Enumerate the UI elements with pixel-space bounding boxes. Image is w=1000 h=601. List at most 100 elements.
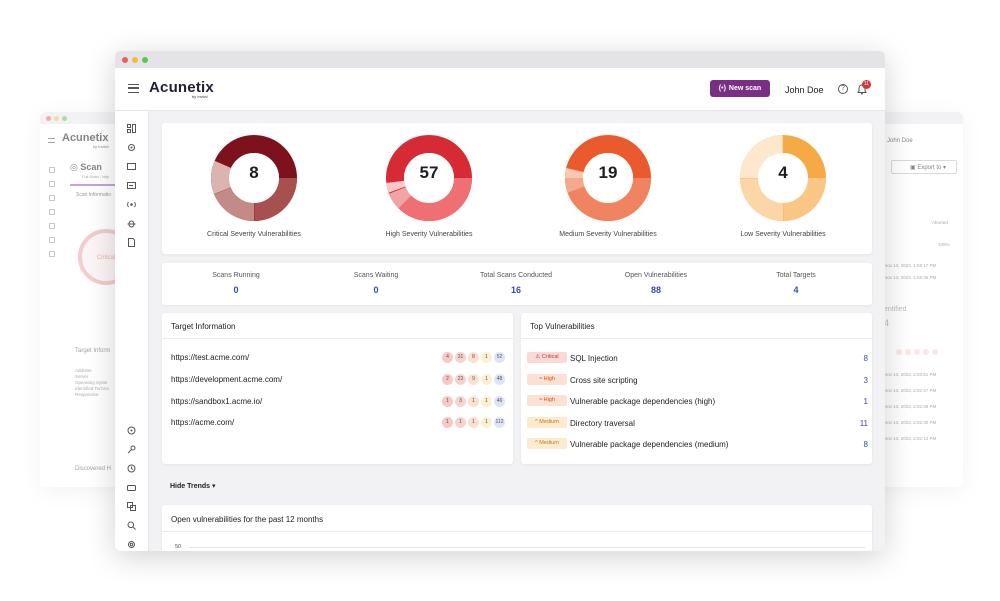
menu-icon bbox=[48, 138, 55, 143]
target-row[interactable]: https://test.acme.com/ 4 31 8 1 52 bbox=[171, 350, 505, 366]
scan-subtitle: Full Scan - http bbox=[82, 174, 109, 179]
user-name: John Doe bbox=[887, 138, 913, 144]
high-pill: 3 bbox=[455, 396, 466, 407]
vulnerability-count[interactable]: 8 bbox=[863, 354, 868, 363]
vulnerabilities-icon[interactable] bbox=[127, 219, 136, 228]
history-icon[interactable] bbox=[127, 464, 136, 473]
severity-badge: ≈ High bbox=[527, 395, 567, 406]
severity-counts: 4 31 8 1 52 bbox=[442, 352, 505, 363]
stat-open-vulnerabilities[interactable]: Open Vulnerabilities 88 bbox=[624, 272, 688, 295]
window-titlebar bbox=[115, 51, 885, 68]
stat-total-scans[interactable]: Total Scans Conducted 16 bbox=[480, 272, 552, 295]
date-text: Nov 13, 2023, 2:02:30 PM bbox=[884, 420, 937, 425]
chart-gridline bbox=[190, 547, 865, 548]
low-donut[interactable]: 4 Low Severity Vulnerabilities bbox=[739, 134, 827, 238]
vulnerability-count[interactable]: 11 bbox=[859, 419, 868, 428]
severity-badge: ^ Medium bbox=[527, 438, 567, 449]
top-navigation-bar: Acunetix by Invicti (•) New scan John Do… bbox=[115, 68, 885, 111]
medium-donut-chart bbox=[565, 135, 651, 221]
vulnerability-row[interactable]: ^ Medium Vulnerable package dependencies… bbox=[527, 437, 868, 453]
info-pill: 46 bbox=[494, 396, 505, 407]
medium-pill: 8 bbox=[468, 352, 479, 363]
menu-icon[interactable] bbox=[128, 84, 139, 93]
reports-icon[interactable] bbox=[127, 238, 136, 247]
target-url[interactable]: https://development.acme.com/ bbox=[171, 375, 283, 384]
date-text: Nov 13, 2023, 1:58:36 PM bbox=[884, 275, 937, 280]
low-donut-chart bbox=[740, 135, 826, 221]
date-text: Nov 13, 2023, 2:03:51 PM bbox=[884, 372, 937, 377]
stat-scans-waiting[interactable]: Scans Waiting 0 bbox=[353, 272, 399, 295]
integrations-icon[interactable] bbox=[127, 483, 136, 492]
target-url[interactable]: https://acme.com/ bbox=[171, 418, 235, 427]
medium-pill: 9 bbox=[468, 374, 479, 385]
vulnerability-name[interactable]: SQL Injection bbox=[570, 354, 618, 363]
severity-badge: ⚠ Critical bbox=[527, 352, 567, 363]
user-menu[interactable]: John Doe bbox=[785, 85, 824, 95]
info-pill: 48 bbox=[494, 374, 505, 385]
dashboard-icon[interactable] bbox=[127, 124, 136, 133]
new-scan-button[interactable]: (•) New scan bbox=[710, 80, 770, 97]
medium-donut[interactable]: 19 Medium Severity Vulnerabilities bbox=[559, 134, 657, 238]
vulnerability-name[interactable]: Cross site scripting bbox=[570, 376, 638, 385]
severity-counts: 2 23 9 1 48 bbox=[442, 374, 505, 385]
severity-dots bbox=[896, 349, 938, 355]
info-pill: 52 bbox=[494, 352, 505, 363]
vulnerability-count[interactable]: 1 bbox=[863, 397, 868, 406]
low-pill: 1 bbox=[481, 374, 492, 385]
hide-trends-toggle[interactable]: Hide Trends ▾ bbox=[170, 483, 216, 490]
config-icon[interactable] bbox=[127, 540, 136, 549]
vulnerability-name[interactable]: Vulnerable package dependencies (high) bbox=[570, 397, 716, 406]
y-axis-tick: 50 bbox=[175, 544, 182, 550]
vulnerability-row[interactable]: ≈ High Vulnerable package dependencies (… bbox=[527, 394, 868, 410]
vulnerability-count[interactable]: 8 bbox=[863, 440, 868, 449]
vulnerability-row[interactable]: ⚠ Critical SQL Injection 8 bbox=[527, 351, 868, 367]
high-donut[interactable]: 57 High Severity Vulnerabilities bbox=[385, 134, 473, 238]
critical-donut-chart bbox=[211, 135, 297, 221]
key-icon[interactable] bbox=[127, 445, 136, 454]
scanning-icon[interactable] bbox=[127, 200, 136, 209]
discovery-icon[interactable] bbox=[127, 143, 136, 152]
stat-total-targets[interactable]: Total Targets 4 bbox=[776, 272, 816, 295]
close-window-icon[interactable] bbox=[122, 56, 128, 63]
target-info-rows: Address Server Operating Syste Identified T… bbox=[75, 368, 109, 397]
high-pill: 23 bbox=[455, 374, 466, 385]
scan-stats-card: Scans Running 0 Scans Waiting 0 Total Scan… bbox=[162, 263, 872, 305]
logo[interactable]: Acunetix bbox=[149, 79, 214, 96]
vulnerability-count[interactable]: 3 bbox=[863, 376, 868, 385]
search-icon[interactable] bbox=[127, 521, 136, 530]
medium-count: 19 bbox=[598, 163, 618, 182]
sidebar bbox=[46, 167, 58, 265]
maximize-window-icon[interactable] bbox=[142, 56, 148, 63]
tab-scan-information: Scan Informatio bbox=[76, 192, 112, 198]
date-text: Nov 13, 2023, 1:58:17 PM bbox=[884, 263, 937, 268]
target-row[interactable]: https://acme.com/ 1 1 1 1 112 bbox=[171, 415, 505, 431]
scans-icon[interactable] bbox=[127, 181, 136, 190]
card-title: Top Vulnerabilities bbox=[521, 313, 872, 339]
minimize-window-icon[interactable] bbox=[132, 56, 138, 63]
target-row[interactable]: https://sandbox1.acme.io/ 1 3 1 1 46 bbox=[171, 394, 505, 410]
vulnerability-row[interactable]: ≈ High Cross site scripting 3 bbox=[527, 373, 868, 389]
vulnerability-row[interactable]: ^ Medium Directory traversal 11 bbox=[527, 416, 868, 432]
stat-scans-running[interactable]: Scans Running 0 bbox=[212, 272, 260, 295]
help-icon[interactable]: ? bbox=[838, 84, 848, 94]
targets-icon[interactable] bbox=[127, 162, 136, 171]
scan-icon: (•) bbox=[718, 85, 726, 92]
discovered-heading: Discovered H bbox=[75, 466, 112, 472]
target-url[interactable]: https://sandbox1.acme.io/ bbox=[171, 397, 263, 406]
target-row[interactable]: https://development.acme.com/ 2 23 9 1 4… bbox=[171, 372, 505, 388]
target-url[interactable]: https://test.acme.com/ bbox=[171, 353, 250, 362]
vulnerability-name[interactable]: Vulnerable package dependencies (medium) bbox=[570, 440, 729, 449]
critical-pill: 1 bbox=[442, 396, 453, 407]
vulnerability-name[interactable]: Directory traversal bbox=[570, 419, 635, 428]
threat-label: Critical bbox=[96, 255, 116, 261]
critical-donut[interactable]: 8 Critical Severity Vulnerabilities bbox=[207, 134, 301, 238]
settings-icon[interactable] bbox=[127, 426, 136, 435]
severity-badge: ≈ High bbox=[527, 374, 567, 385]
card-title: Target Information bbox=[162, 313, 513, 339]
network-icon[interactable] bbox=[127, 502, 136, 511]
date-text: Nov 13, 2023, 2:02:38 PM bbox=[884, 404, 937, 409]
medium-pill: 1 bbox=[468, 417, 479, 428]
notification-count-badge: 11 bbox=[862, 80, 871, 89]
date-text: Nov 13, 2023, 2:02:47 PM bbox=[884, 388, 937, 393]
critical-pill: 4 bbox=[442, 352, 453, 363]
